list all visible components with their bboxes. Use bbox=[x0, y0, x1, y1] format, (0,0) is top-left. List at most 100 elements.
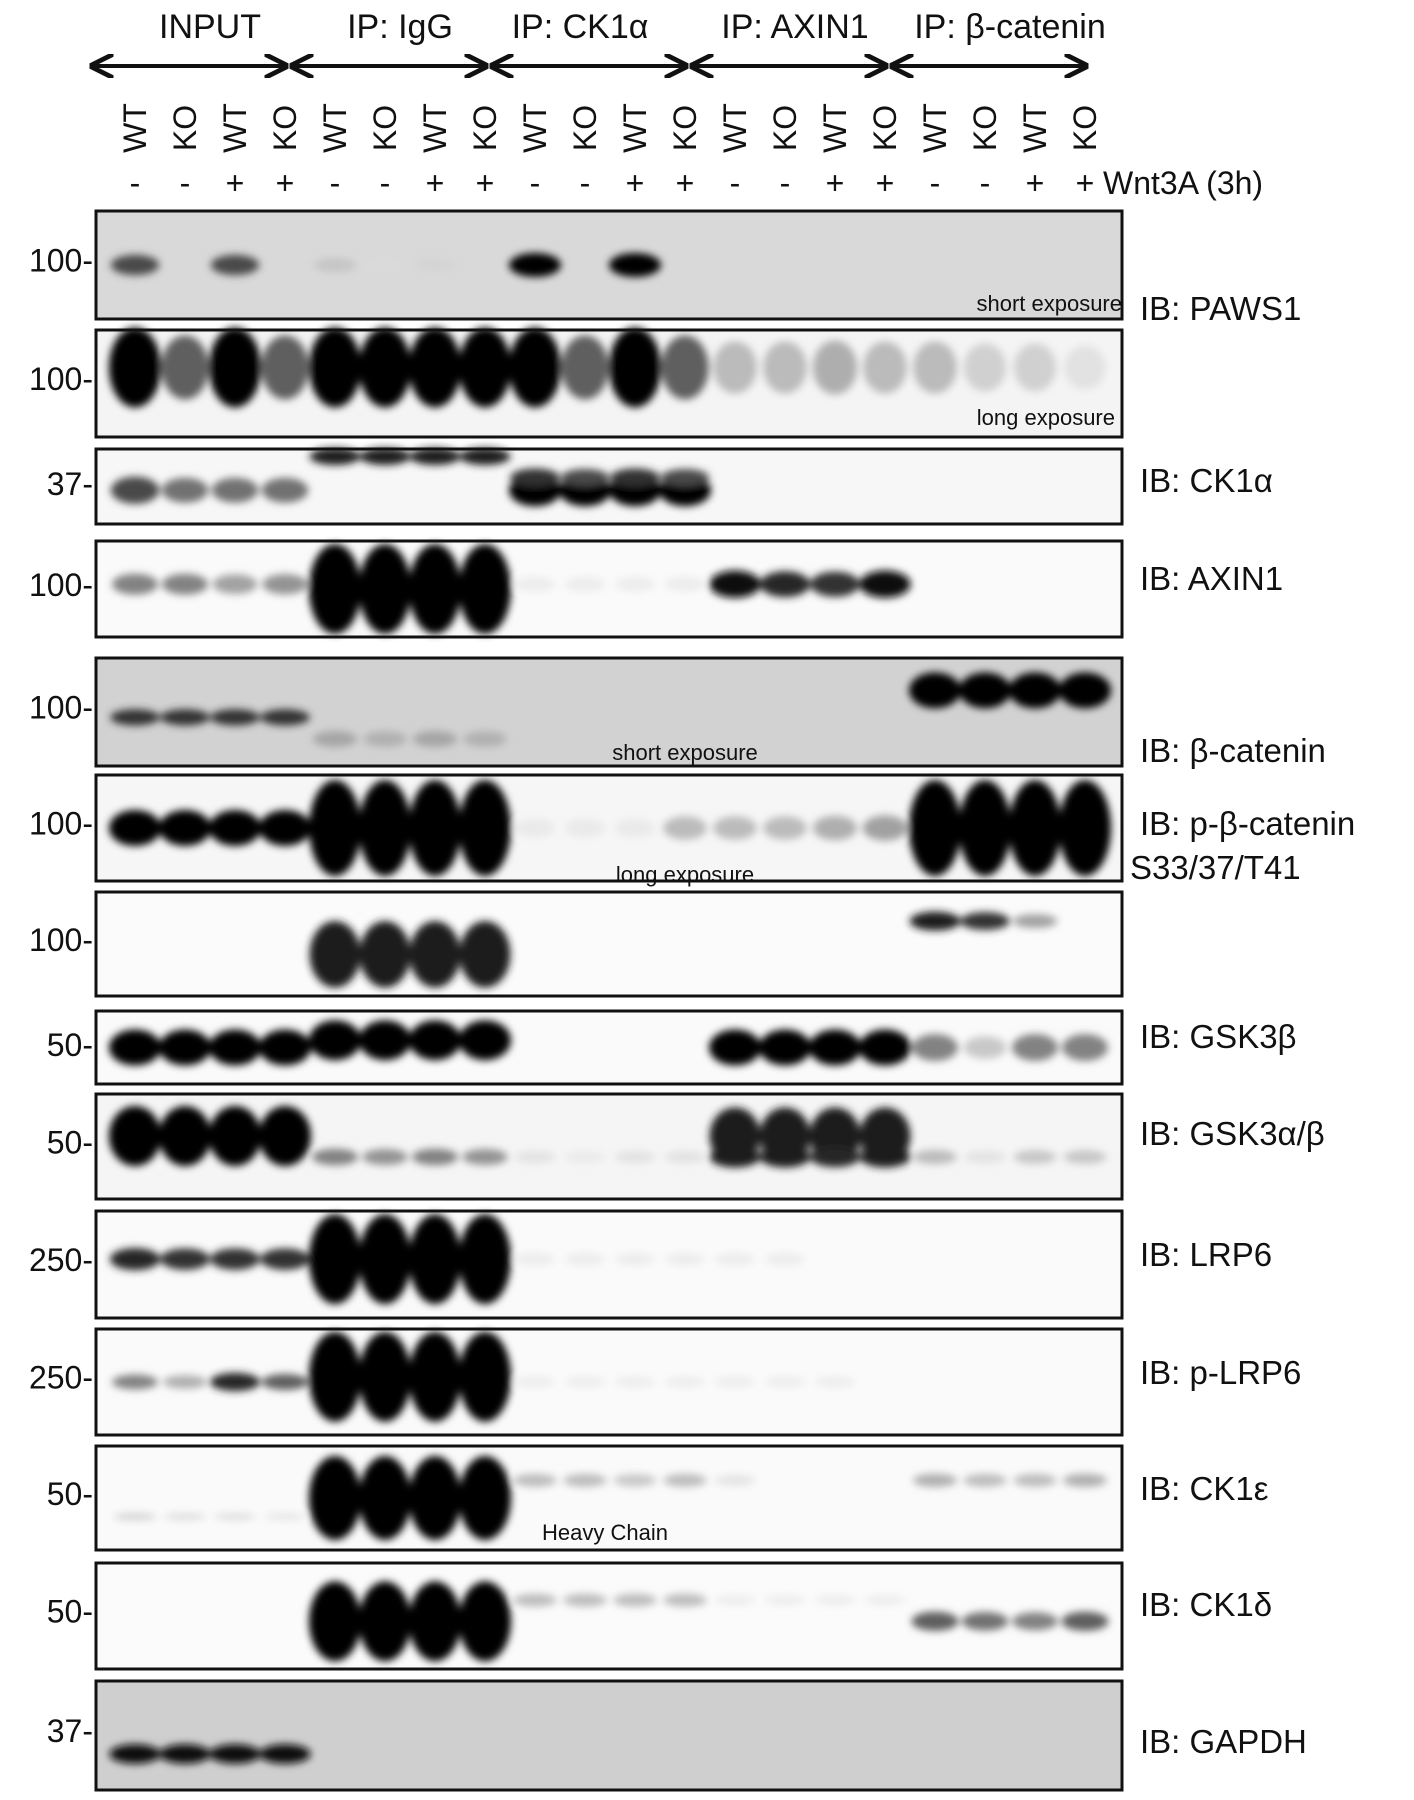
blot-membrane bbox=[96, 1681, 1122, 1790]
band bbox=[260, 1248, 310, 1270]
treatment-sign: - bbox=[780, 165, 791, 201]
band bbox=[162, 573, 208, 595]
ib-label: IB: LRP6 bbox=[1140, 1236, 1272, 1273]
band bbox=[459, 921, 511, 988]
band bbox=[664, 576, 706, 592]
panel-border bbox=[94, 209, 1124, 321]
band bbox=[462, 1149, 508, 1165]
blot-membrane bbox=[96, 892, 1122, 996]
ib-label: IB: CK1ε bbox=[1140, 1470, 1269, 1507]
mw-marker: 100- bbox=[29, 361, 93, 397]
band bbox=[210, 1248, 260, 1270]
band bbox=[160, 1248, 210, 1270]
exposure-note: short exposure bbox=[612, 740, 758, 765]
band bbox=[514, 576, 556, 592]
band bbox=[1062, 1473, 1108, 1488]
band bbox=[259, 810, 311, 846]
treatment-sign: - bbox=[530, 165, 541, 201]
band bbox=[161, 335, 209, 400]
band bbox=[359, 1581, 411, 1662]
band bbox=[159, 1106, 211, 1166]
mw-marker: 50- bbox=[47, 1476, 93, 1512]
genotype-label: KO bbox=[667, 105, 703, 151]
panel-border bbox=[94, 1092, 1124, 1201]
band bbox=[714, 1252, 756, 1266]
treatment-sign: + bbox=[626, 165, 645, 201]
lane-header: INPUT IP: IgG IP: CK1α IP: AXIN1 IP: β-caten… bbox=[92, 8, 1263, 201]
band bbox=[459, 544, 511, 634]
band bbox=[112, 573, 158, 595]
band bbox=[764, 1252, 806, 1266]
genotype-label: WT bbox=[617, 103, 653, 153]
band bbox=[309, 921, 361, 988]
genotype-label: KO bbox=[167, 105, 203, 151]
band bbox=[1012, 1612, 1058, 1631]
band bbox=[912, 1034, 958, 1061]
treatment-sign: + bbox=[1076, 165, 1095, 201]
band bbox=[514, 818, 556, 838]
band bbox=[110, 254, 160, 276]
treatment-sign: - bbox=[580, 165, 591, 201]
band bbox=[209, 1744, 261, 1764]
band bbox=[514, 1150, 556, 1164]
band bbox=[459, 1456, 511, 1540]
band bbox=[359, 921, 411, 988]
mw-marker: 37- bbox=[47, 1713, 93, 1749]
band bbox=[359, 544, 411, 634]
band bbox=[109, 1744, 161, 1764]
band bbox=[614, 1150, 656, 1164]
mw-marker: 50- bbox=[47, 1027, 93, 1063]
band bbox=[709, 570, 761, 598]
group-label: IP: AXIN1 bbox=[721, 8, 868, 46]
ib-label: IB: β-catenin bbox=[1140, 732, 1326, 769]
band bbox=[159, 1744, 211, 1764]
band bbox=[309, 544, 361, 634]
band bbox=[359, 1020, 411, 1061]
band bbox=[664, 1376, 706, 1388]
band bbox=[909, 672, 961, 709]
band bbox=[609, 253, 661, 277]
band bbox=[113, 1513, 157, 1521]
band bbox=[364, 258, 406, 272]
band bbox=[109, 1106, 161, 1166]
blot-panel: 50- Heavy Chain IB: CK1ε bbox=[47, 1444, 1269, 1552]
panel-border bbox=[94, 656, 1124, 768]
band bbox=[109, 1029, 161, 1066]
band bbox=[109, 810, 161, 846]
band bbox=[459, 1020, 511, 1061]
treatment-label: Wnt3A (3h) bbox=[1103, 165, 1263, 201]
band bbox=[614, 1376, 656, 1388]
band bbox=[663, 1473, 707, 1487]
treatment-sign: - bbox=[980, 165, 991, 201]
band bbox=[1013, 1473, 1057, 1487]
ib-label: IB: CK1α bbox=[1140, 462, 1273, 499]
band bbox=[960, 912, 1010, 931]
band bbox=[414, 258, 456, 272]
band bbox=[359, 1214, 411, 1305]
band bbox=[459, 1581, 511, 1662]
band bbox=[409, 1020, 461, 1061]
band bbox=[564, 1151, 606, 1163]
exposure-note: Heavy Chain bbox=[542, 1520, 668, 1545]
genotype-label: KO bbox=[267, 105, 303, 151]
band bbox=[161, 477, 209, 503]
band bbox=[561, 335, 609, 400]
band bbox=[110, 709, 160, 726]
band bbox=[909, 911, 961, 931]
ib-label: IB: p-LRP6 bbox=[1140, 1354, 1301, 1391]
band bbox=[1062, 1034, 1108, 1061]
band bbox=[359, 327, 411, 408]
genotype-label: WT bbox=[1017, 103, 1053, 153]
genotype-label: WT bbox=[117, 103, 153, 153]
band bbox=[160, 709, 210, 726]
band bbox=[513, 1473, 557, 1487]
band bbox=[663, 816, 707, 840]
band bbox=[409, 327, 461, 408]
band bbox=[863, 341, 907, 394]
band bbox=[309, 1456, 361, 1540]
ib-label: IB: AXIN1 bbox=[1140, 560, 1283, 597]
mw-marker: 100- bbox=[29, 922, 93, 958]
band bbox=[1009, 780, 1061, 876]
band bbox=[309, 327, 361, 408]
